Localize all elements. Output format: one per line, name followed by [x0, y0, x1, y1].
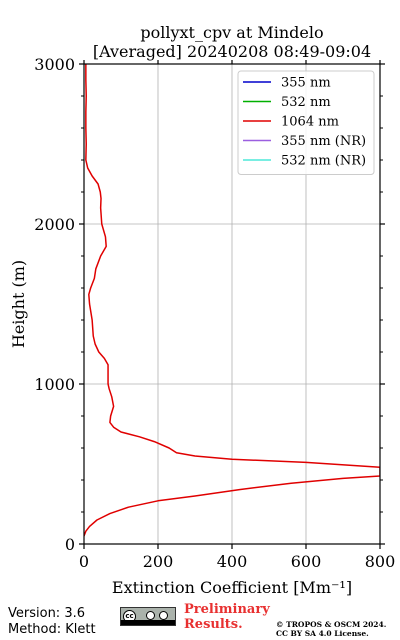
- legend-label-3: 355 nm (NR): [281, 134, 366, 149]
- x-tick-label: 800: [365, 552, 396, 571]
- y-tick-labels: 0 1000 2000 3000: [34, 55, 75, 554]
- y-tick-label: 1000: [34, 375, 75, 394]
- x-tick-label: 600: [291, 552, 322, 571]
- by-icon: [146, 611, 155, 620]
- legend-box: [237, 70, 375, 175]
- license-line2: CC BY SA 4.0 License.: [276, 629, 369, 638]
- chart-title-line2: [Averaged] 20240208 08:49-09:04: [93, 42, 371, 61]
- legend-label-2: 1064 nm: [281, 115, 339, 130]
- license-text: © TROPOS & OSCM 2024. CC BY SA 4.0 Licen…: [276, 620, 386, 638]
- method-text: Method: Klett: [8, 622, 96, 637]
- profile-chart: 0 200 400 600 800 0 1000 2000 3000 pollyxt_cpv …: [9, 23, 395, 597]
- x-tick-label: 0: [79, 552, 89, 571]
- preliminary-line2: Results.: [184, 617, 243, 632]
- y-tick-label: 3000: [34, 55, 75, 74]
- license-line1: © TROPOS & OSCM 2024.: [276, 620, 387, 629]
- cc-license-badge: cc: [120, 607, 176, 626]
- x-tick-label: 400: [217, 552, 248, 571]
- series-line-2: [84, 64, 380, 537]
- legend: 355 nm 532 nm 1064 nm 355 nm (NR) 532 nm (NR…: [237, 70, 375, 175]
- series-layer: [84, 64, 380, 537]
- x-tick-label: 200: [143, 552, 174, 571]
- sa-icon: [159, 611, 168, 620]
- preliminary-notice: Preliminary Results.: [184, 602, 270, 632]
- cc-badge-strip: [121, 620, 175, 625]
- legend-label-4: 532 nm (NR): [281, 154, 366, 169]
- y-tick-label: 2000: [34, 215, 75, 234]
- x-axis-label: Extinction Coefficient [Mm⁻¹]: [112, 578, 352, 597]
- preliminary-line1: Preliminary: [184, 602, 270, 617]
- chart-title-line1: pollyxt_cpv at Mindelo: [140, 23, 323, 42]
- y-tick-label: 0: [65, 535, 75, 554]
- axis-ticks: [79, 60, 385, 549]
- legend-label-0: 355 nm: [281, 76, 331, 91]
- y-axis-label: Height (m): [9, 260, 28, 348]
- version-text: Version: 3.6: [8, 606, 85, 621]
- legend-label-1: 532 nm: [281, 95, 331, 110]
- x-tick-labels: 0 200 400 600 800: [79, 552, 395, 571]
